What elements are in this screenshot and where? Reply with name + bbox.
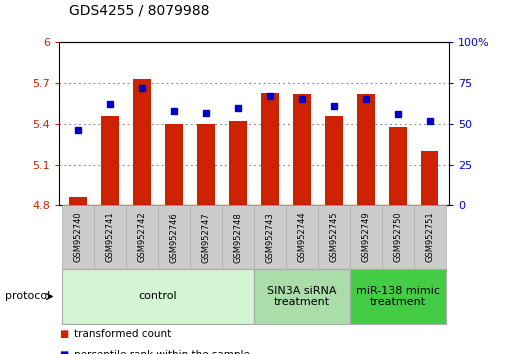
Text: transformed count: transformed count: [74, 329, 172, 339]
FancyBboxPatch shape: [413, 205, 446, 269]
Text: percentile rank within the sample: percentile rank within the sample: [74, 350, 250, 354]
FancyBboxPatch shape: [286, 205, 318, 269]
Text: miR-138 mimic
treatment: miR-138 mimic treatment: [356, 286, 440, 307]
Text: GSM952748: GSM952748: [233, 212, 243, 263]
FancyBboxPatch shape: [382, 205, 413, 269]
Bar: [102, 116, 119, 205]
Bar: [261, 93, 279, 205]
Text: GSM952749: GSM952749: [361, 212, 370, 263]
Text: GSM952742: GSM952742: [137, 212, 147, 263]
FancyBboxPatch shape: [62, 205, 94, 269]
Text: GSM952747: GSM952747: [202, 212, 210, 263]
FancyBboxPatch shape: [126, 205, 158, 269]
Bar: [421, 151, 439, 205]
Bar: [165, 124, 183, 205]
FancyBboxPatch shape: [222, 205, 254, 269]
Text: GSM952744: GSM952744: [298, 212, 306, 263]
FancyBboxPatch shape: [254, 205, 286, 269]
Bar: [293, 94, 311, 205]
Text: SIN3A siRNA
treatment: SIN3A siRNA treatment: [267, 286, 337, 307]
Text: GDS4255 / 8079988: GDS4255 / 8079988: [69, 4, 210, 18]
Text: GSM952745: GSM952745: [329, 212, 339, 263]
FancyBboxPatch shape: [350, 269, 446, 324]
Text: GSM952740: GSM952740: [74, 212, 83, 263]
FancyBboxPatch shape: [318, 205, 350, 269]
Bar: [197, 124, 215, 205]
FancyBboxPatch shape: [254, 269, 350, 324]
Bar: [357, 94, 374, 205]
Text: protocol: protocol: [5, 291, 50, 302]
Text: ■: ■: [59, 350, 68, 354]
FancyBboxPatch shape: [94, 205, 126, 269]
Text: GSM952741: GSM952741: [106, 212, 114, 263]
Text: GSM952750: GSM952750: [393, 212, 402, 263]
Bar: [69, 197, 87, 205]
Text: GSM952751: GSM952751: [425, 212, 434, 263]
FancyBboxPatch shape: [158, 205, 190, 269]
Text: GSM952746: GSM952746: [169, 212, 179, 263]
Text: ■: ■: [59, 329, 68, 339]
Bar: [229, 121, 247, 205]
Bar: [133, 79, 151, 205]
Text: GSM952743: GSM952743: [265, 212, 274, 263]
FancyBboxPatch shape: [62, 269, 254, 324]
Bar: [389, 127, 406, 205]
FancyBboxPatch shape: [190, 205, 222, 269]
FancyBboxPatch shape: [350, 205, 382, 269]
Bar: [325, 116, 343, 205]
Text: control: control: [139, 291, 177, 302]
